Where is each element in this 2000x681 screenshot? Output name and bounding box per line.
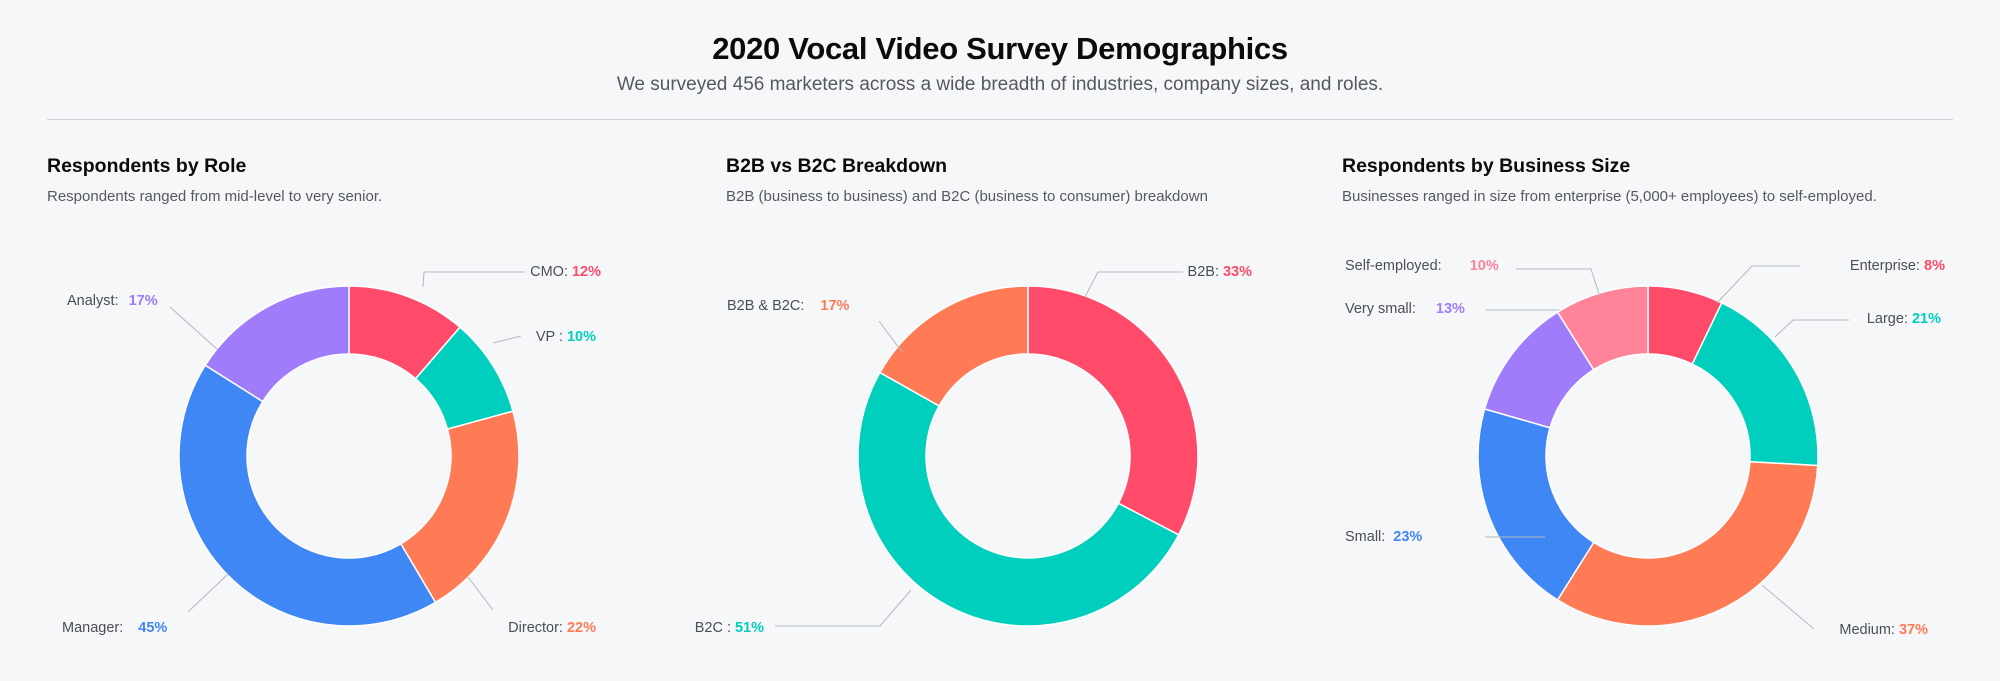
size-label-small: Small: — [1345, 529, 1385, 545]
size-value-small: 23% — [1393, 529, 1422, 545]
size-leader-self-employed — [1516, 268, 1601, 298]
size-slice-small — [1477, 408, 1595, 601]
role-value-director: 22% — [567, 620, 596, 636]
b2b-leader-b2b-b2c — [878, 320, 903, 353]
size-donut: Enterprise: 8% Large: 21% Medium: 37% Small: 23… — [1345, 258, 1945, 638]
b2b-value-b2c: 51% — [735, 620, 764, 636]
size-label-medium: Medium: — [1839, 622, 1895, 638]
role-leader-director — [467, 576, 494, 611]
size-leader-large — [1774, 319, 1849, 338]
role-slice-analyst — [204, 285, 350, 403]
role-slice-manager — [178, 364, 437, 627]
b2b-slice-b2b-b2c — [878, 285, 1029, 407]
b2b-donut: B2B: 33% B2C :51% B2B & B2C: 17% — [695, 264, 1252, 636]
b2b-slice-b2b — [1027, 285, 1199, 536]
size-chart-subtitle: Businesses ranged in size from enterpris… — [1342, 188, 1877, 205]
role-label-cmo: CMO: — [530, 264, 568, 280]
role-label-director: Director: — [508, 620, 563, 636]
role-label-analyst: Analyst: — [67, 293, 119, 309]
role-slice-director — [399, 410, 520, 604]
b2b-chart-subtitle: B2B (business to business) and B2C (busi… — [726, 188, 1208, 205]
role-leader-analyst — [169, 306, 219, 351]
size-value-very-small: 13% — [1436, 301, 1465, 317]
size-chart-title: Respondents by Business Size — [1342, 155, 1631, 177]
size-value-self-employed: 10% — [1470, 258, 1499, 274]
size-label-self-employed: Self-employed: — [1345, 258, 1442, 274]
role-donut: CMO: 12% VP :10% Director: 22% Manager: 45% Ana… — [62, 264, 601, 636]
b2b-slice-b2c — [857, 371, 1180, 627]
role-label-manager: Manager: — [62, 620, 123, 636]
size-leader-enterprise — [1716, 265, 1800, 304]
role-leader-vp — [492, 335, 522, 344]
size-label-large: Large: — [1867, 311, 1908, 327]
b2b-label-b2b: B2B: — [1188, 264, 1219, 280]
b2b-label-b2b-b2c: B2B & B2C: — [727, 298, 804, 314]
b2b-chart-title: B2B vs B2C Breakdown — [726, 155, 948, 177]
size-slice-self-employed — [1556, 285, 1649, 371]
size-slice-medium — [1556, 460, 1819, 627]
b2b-leader-b2c — [775, 589, 912, 627]
size-leader-medium — [1761, 584, 1815, 630]
page-title: 2020 Vocal Video Survey Demographics — [712, 31, 1288, 66]
role-value-manager: 45% — [138, 620, 167, 636]
size-slice-large — [1691, 301, 1819, 467]
page-subtitle: We surveyed 456 marketers across a wide … — [616, 74, 1384, 95]
size-value-enterprise: 8% — [1924, 258, 1945, 274]
role-chart-title: Respondents by Role — [47, 155, 247, 177]
role-value-vp: 10% — [567, 329, 596, 345]
b2b-value-b2b-b2c: 17% — [820, 298, 849, 314]
b2b-label-b2c: B2C : — [695, 620, 731, 636]
role-value-cmo: 12% — [572, 264, 601, 280]
role-leader-cmo — [422, 271, 525, 288]
role-leader-manager — [187, 573, 229, 613]
header-divider — [47, 119, 1953, 120]
b2b-leader-b2b — [1084, 271, 1183, 298]
role-value-analyst: 17% — [129, 293, 158, 309]
size-label-enterprise: Enterprise: — [1850, 258, 1920, 274]
size-value-large: 21% — [1912, 311, 1941, 327]
size-label-very-small: Very small: — [1345, 301, 1416, 317]
b2b-value-b2b: 33% — [1223, 264, 1252, 280]
role-label-vp: VP : — [536, 329, 563, 345]
role-chart-subtitle: Respondents ranged from mid-level to ver… — [47, 188, 383, 205]
size-value-medium: 37% — [1899, 622, 1928, 638]
